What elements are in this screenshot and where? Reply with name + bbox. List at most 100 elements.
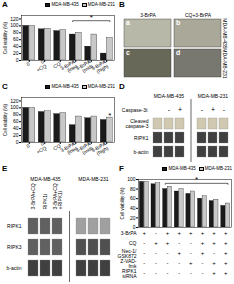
svg-text:*: * (195, 175, 198, 184)
svg-text:0: 0 (25, 142, 31, 149)
svg-text:-: - (178, 240, 180, 246)
svg-text:20: 20 (13, 132, 19, 138)
svg-text:*: * (90, 13, 93, 22)
svg-text:+: + (189, 260, 193, 266)
svg-text:+: + (178, 106, 182, 113)
svg-text:+: + (143, 230, 147, 236)
svg-text:-: - (167, 270, 169, 276)
svg-text:-: - (201, 270, 203, 276)
html-text:3-BrPA: 3-BrPA (90, 58, 107, 72)
svg-text:*: * (108, 111, 111, 120)
svg-text:-: - (190, 240, 192, 246)
svg-text:MDA-MB-435: MDA-MB-435 (154, 93, 185, 99)
html-text:3-BrPA: 3-BrPA (59, 58, 76, 72)
svg-text:3-BrPA: 3-BrPA (140, 12, 156, 18)
svg-text:+: + (224, 240, 228, 246)
svg-text:120: 120 (10, 16, 19, 22)
svg-text:40: 40 (13, 125, 19, 131)
svg-text:+: + (201, 250, 205, 256)
svg-text:Caspase-3i:: Caspase-3i: (122, 107, 149, 113)
svg-text:+: + (224, 270, 228, 276)
svg-text:-: - (167, 260, 169, 266)
svg-text:0: 0 (25, 60, 31, 67)
svg-text:3-BrPA: 3-BrPA (121, 230, 137, 236)
svg-text:+: + (166, 230, 170, 236)
svg-text:Cell viability (%): Cell viability (%) (3, 22, 8, 55)
svg-text:MDA-MB-231: MDA-MB-231 (222, 48, 228, 79)
svg-text:+: + (212, 270, 216, 276)
svg-text:-: - (190, 250, 192, 256)
svg-text:b-actin: b-actin (6, 265, 21, 271)
svg-text:80: 80 (13, 111, 19, 117)
svg-text:+: + (212, 240, 216, 246)
svg-text:RIPK1: RIPK1 (134, 135, 149, 141)
svg-text:-: - (178, 260, 180, 266)
svg-text:-: - (178, 270, 180, 276)
svg-text:RIPK1siRNA: RIPK1siRNA (122, 268, 137, 279)
svg-text:100: 100 (127, 176, 136, 182)
svg-text:60: 60 (130, 195, 136, 201)
svg-text:-: - (155, 260, 157, 266)
svg-text:MDA-MB-231: MDA-MB-231 (198, 93, 229, 99)
svg-text:0: 0 (16, 57, 19, 63)
svg-text:-: - (223, 106, 226, 113)
svg-text:120: 120 (10, 98, 19, 104)
svg-text:MDA-MB-435: MDA-MB-435 (222, 18, 228, 49)
svg-text:+: + (201, 230, 205, 236)
svg-text:RIPK3: RIPK3 (7, 244, 22, 250)
svg-text:-: - (143, 260, 145, 266)
svg-text:-: - (155, 270, 157, 276)
svg-text:-: - (190, 270, 192, 276)
svg-text:+: + (211, 106, 215, 113)
svg-text:MDA-MB-435: MDA-MB-435 (30, 176, 61, 182)
svg-text:MDA-MB-231: MDA-MB-231 (78, 176, 109, 182)
svg-text:+: + (154, 240, 158, 246)
svg-text:Cell viability (%): Cell viability (%) (120, 187, 125, 220)
svg-text:-: - (155, 230, 157, 236)
svg-text:-: - (143, 240, 145, 246)
svg-text:RIPK1: RIPK1 (7, 223, 22, 229)
svg-text:+: + (224, 260, 228, 266)
svg-text:CQ: CQ (129, 240, 137, 246)
svg-text:80: 80 (130, 186, 136, 192)
svg-text:+: + (224, 250, 228, 256)
svg-text:-: - (143, 270, 145, 276)
svg-text:40: 40 (13, 43, 19, 49)
svg-text:-: - (143, 250, 145, 256)
svg-text:+: + (201, 240, 205, 246)
svg-text:3-BrPA+CQ: 3-BrPA+CQ (30, 183, 36, 209)
svg-text:Cell viability (%): Cell viability (%) (3, 104, 8, 137)
svg-text:d: d (176, 49, 180, 56)
svg-text:+: + (212, 260, 216, 266)
svg-text:80: 80 (13, 29, 19, 35)
svg-text:60: 60 (13, 36, 19, 42)
svg-text:-: - (155, 250, 157, 256)
svg-text:-: - (201, 106, 204, 113)
svg-text:-: - (201, 260, 203, 266)
svg-text:+: + (177, 230, 181, 236)
svg-text:-: - (213, 250, 215, 256)
svg-text:b-actin: b-actin (133, 149, 148, 155)
svg-text:CQ+3-BrPA: CQ+3-BrPA (185, 12, 212, 18)
svg-text:20: 20 (130, 215, 136, 221)
svg-text:40: 40 (130, 205, 136, 211)
svg-text:+: + (189, 230, 193, 236)
svg-text:60: 60 (13, 118, 19, 124)
svg-text:c: c (126, 49, 130, 56)
svg-text:100: 100 (10, 22, 19, 28)
svg-text:+: + (212, 230, 216, 236)
svg-text:20: 20 (13, 50, 19, 56)
svg-text:RIPK1i: RIPK1i (42, 194, 48, 210)
svg-text:+: + (224, 230, 228, 236)
svg-text:+: + (177, 250, 181, 256)
svg-text:3-BrPA+CQ+RIPK1i: 3-BrPA+CQ+RIPK1i (52, 183, 63, 209)
svg-text:100: 100 (10, 104, 19, 110)
svg-text:+: + (166, 240, 170, 246)
html-text:3-BrPA: 3-BrPA (74, 58, 92, 72)
svg-text:-: - (168, 106, 171, 113)
svg-text:Cleavedcaspase-3: Cleavedcaspase-3 (125, 118, 148, 129)
svg-text:b: b (176, 19, 180, 26)
svg-text:-: - (167, 250, 169, 256)
svg-text:0: 0 (16, 139, 19, 145)
svg-text:a: a (126, 19, 130, 26)
